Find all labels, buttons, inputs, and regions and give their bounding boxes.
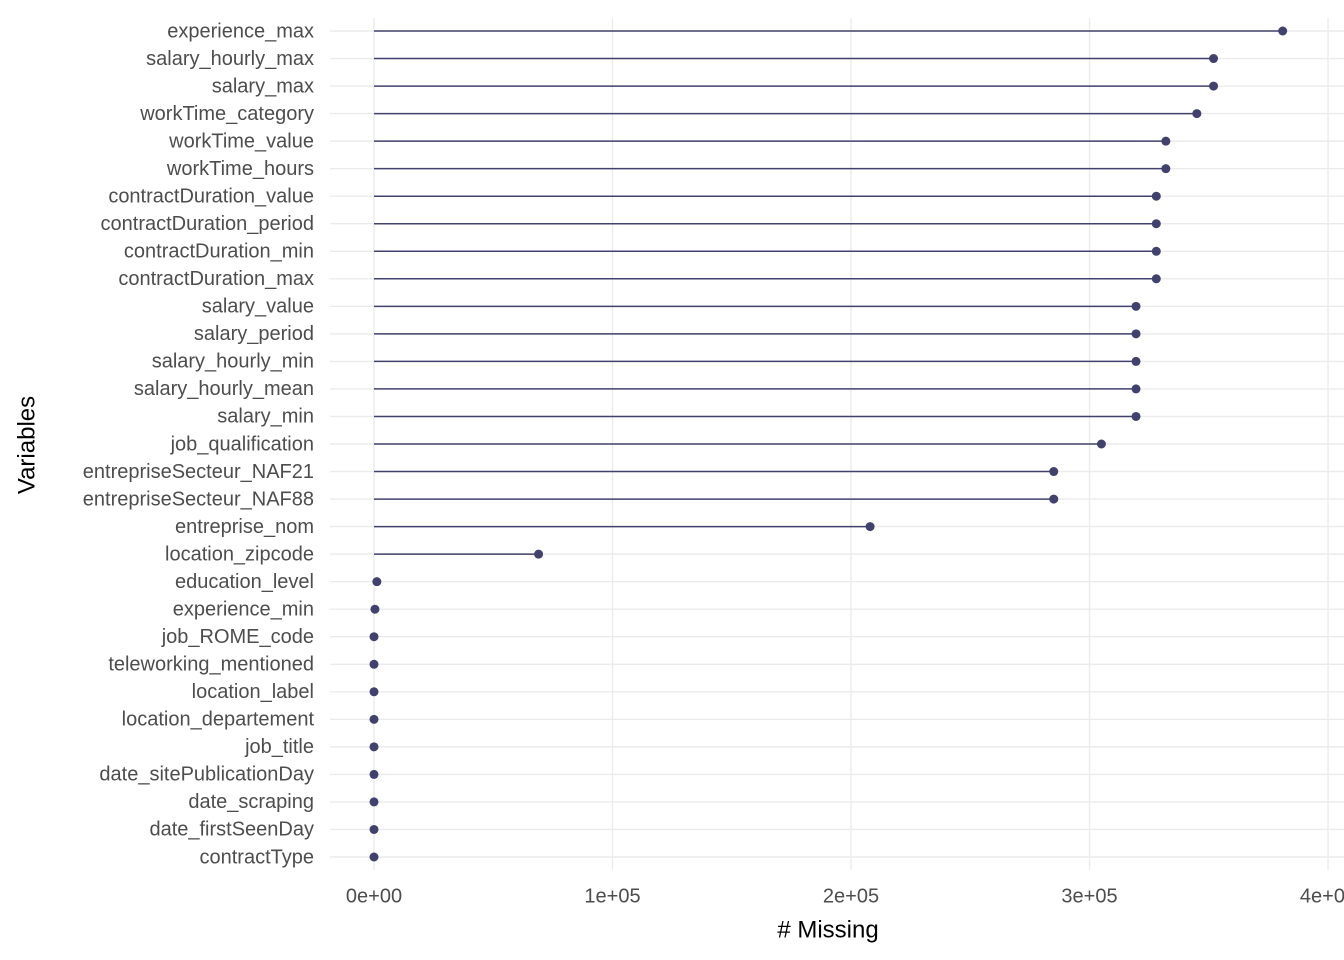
lollipop-dot xyxy=(1161,164,1171,174)
lollipop-dot xyxy=(369,659,379,669)
lollipop-dot xyxy=(1278,26,1288,36)
y-tick-label: workTime_value xyxy=(168,130,314,152)
lollipop-dot xyxy=(1151,274,1161,284)
y-tick-label: location_zipcode xyxy=(165,543,314,565)
x-tick-label: 2e+05 xyxy=(823,885,879,907)
y-tick-label: contractDuration_max xyxy=(118,268,314,290)
x-tick-label: 1e+05 xyxy=(584,885,640,907)
lollipop-dot xyxy=(369,687,379,697)
y-tick-label: workTime_category xyxy=(139,103,314,125)
lollipop-dot xyxy=(369,797,379,807)
lollipop-dot xyxy=(1209,54,1219,64)
y-tick-label: date_sitePublicationDay xyxy=(99,764,314,786)
x-axis-title: # Missing xyxy=(777,916,878,943)
y-tick-label: experience_max xyxy=(167,20,314,42)
y-tick-label: date_firstSeenDay xyxy=(149,819,314,841)
y-tick-label: salary_value xyxy=(202,296,314,318)
x-tick-label: 0e+00 xyxy=(346,885,402,907)
lollipop-dot xyxy=(1131,356,1141,366)
lollipop-dot xyxy=(369,742,379,752)
y-tick-label: entrepriseSecteur_NAF21 xyxy=(83,461,314,483)
y-tick-label: job_ROME_code xyxy=(161,626,314,648)
x-tick-label: 4e+05 xyxy=(1300,885,1344,907)
y-tick-label: contractDuration_min xyxy=(124,241,314,263)
y-tick-label: contractType xyxy=(199,846,314,868)
y-tick-label: location_departement xyxy=(122,709,315,731)
y-tick-label: salary_min xyxy=(217,406,314,428)
lollipop-dot xyxy=(1192,109,1202,119)
lollipop-dot xyxy=(1131,301,1141,311)
y-tick-label: entrepriseSecteur_NAF88 xyxy=(83,488,314,510)
lollipop-dot xyxy=(370,604,380,614)
y-tick-label: experience_min xyxy=(173,598,314,620)
y-tick-label: salary_period xyxy=(194,323,314,345)
lollipop-dot xyxy=(369,714,379,724)
lollipop-dot xyxy=(369,632,379,642)
y-tick-label: job_title xyxy=(244,736,314,758)
y-tick-label: education_level xyxy=(175,571,314,593)
lollipop-dot xyxy=(1151,191,1161,201)
lollipop-dot xyxy=(1049,494,1059,504)
lollipop-dot xyxy=(1151,219,1161,229)
lollipop-dot xyxy=(1161,136,1171,146)
y-tick-label: job_qualification xyxy=(170,433,314,455)
lollipop-dot xyxy=(1096,439,1106,449)
lollipop-dot xyxy=(372,577,382,587)
lollipop-dot xyxy=(369,824,379,834)
lollipop-dot xyxy=(534,549,544,559)
lollipop-dot xyxy=(1049,467,1059,477)
y-tick-label: salary_hourly_max xyxy=(146,48,314,70)
y-tick-label: salary_hourly_min xyxy=(152,351,314,373)
y-tick-label: salary_max xyxy=(212,75,314,97)
y-tick-label: salary_hourly_mean xyxy=(134,378,314,400)
lollipop-dot xyxy=(1131,384,1141,394)
y-axis-title: Variables xyxy=(13,396,40,494)
y-tick-label: contractDuration_value xyxy=(108,185,314,207)
lollipop-dot xyxy=(1131,329,1141,339)
y-tick-label: contractDuration_period xyxy=(101,213,314,235)
y-tick-label: entreprise_nom xyxy=(175,516,314,538)
x-tick-label: 3e+05 xyxy=(1061,885,1117,907)
lollipop-dot xyxy=(369,852,379,862)
y-tick-label: date_scraping xyxy=(188,791,314,813)
lollipop-dot xyxy=(1151,246,1161,256)
y-tick-label: workTime_hours xyxy=(166,158,314,180)
y-tick-label: location_label xyxy=(192,681,314,703)
lollipop-dot xyxy=(1209,81,1219,91)
lollipop-dot xyxy=(1131,411,1141,421)
lollipop-dot xyxy=(369,769,379,779)
y-tick-label: teleworking_mentioned xyxy=(108,654,314,676)
lollipop-dot xyxy=(865,522,875,532)
